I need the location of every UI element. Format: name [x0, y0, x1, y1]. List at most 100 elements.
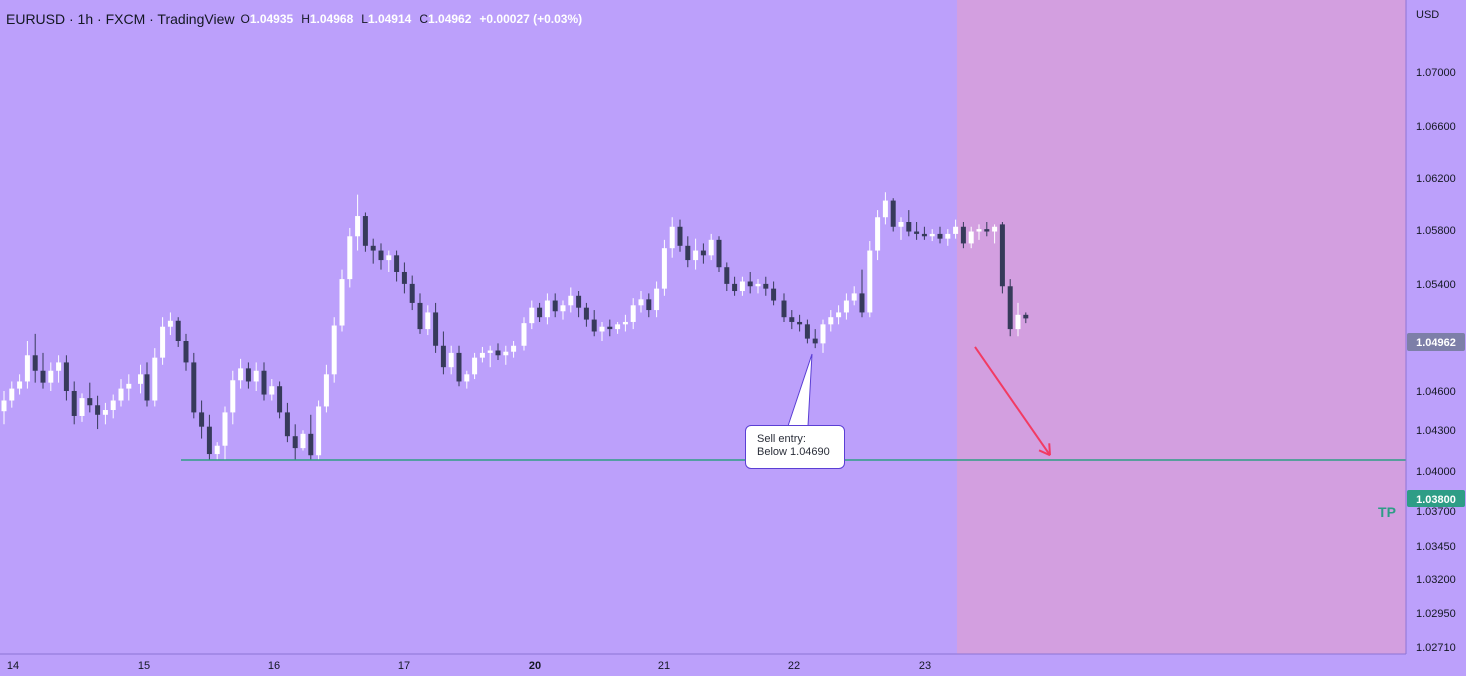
candle-body [347, 236, 353, 280]
candle-body [206, 426, 212, 455]
candle-body [789, 317, 795, 322]
candle-body [160, 326, 166, 358]
candle-body [755, 283, 761, 287]
candle-body [797, 321, 803, 325]
candle-body [828, 317, 834, 325]
candle-body [724, 267, 730, 284]
candle-body [732, 283, 738, 292]
candle-body [277, 386, 283, 413]
candle-body [914, 231, 920, 234]
low-label: L [361, 12, 368, 26]
sell-entry-callout[interactable]: Sell entry: Below 1.04690 [745, 425, 845, 469]
candle-body [638, 299, 644, 306]
candle-body [144, 374, 150, 401]
candle-body [503, 351, 509, 356]
candle-body [386, 255, 392, 261]
high-number: 1.04968 [309, 12, 354, 26]
candle-body [253, 370, 259, 382]
price-tick-label: 1.06600 [1416, 121, 1456, 133]
candle-body [167, 320, 173, 327]
low-value: L1.04914 [361, 12, 411, 26]
candle-body [269, 386, 275, 395]
time-tick-label: 16 [268, 660, 280, 672]
candle-body [836, 312, 842, 318]
candle-body [875, 217, 881, 251]
candle-body [339, 279, 345, 326]
candle-body [999, 224, 1005, 287]
candle-body [716, 239, 722, 268]
arrow-head [1048, 443, 1051, 456]
candle-body [976, 229, 982, 232]
arrow-shaft [974, 346, 1051, 456]
low-number: 1.04914 [367, 12, 412, 26]
candle-body [890, 200, 896, 227]
candle-body [71, 390, 77, 416]
forecast-zone [957, 0, 1406, 654]
current-price-marker: 1.04962 [1407, 333, 1465, 351]
candle-body [495, 350, 501, 356]
candle-body [479, 352, 485, 358]
candle-body [9, 388, 15, 401]
open-number: 1.04935 [249, 12, 294, 26]
price-tick-label: 1.04600 [1416, 386, 1456, 398]
candle-body [126, 383, 132, 389]
candle-body [820, 324, 826, 344]
candle-body [323, 374, 329, 407]
candle-body [40, 370, 46, 383]
candle-body [261, 370, 267, 395]
current-price-label: 1.04962 [1416, 337, 1456, 349]
ohlc-values: O1.04935 H1.04968 L1.04914 C1.04962 +0.0… [240, 12, 582, 26]
candle-body [812, 338, 818, 344]
candle-body [152, 357, 158, 401]
candle-body [355, 216, 361, 237]
price-tick-label: 1.04000 [1416, 466, 1456, 478]
candle-body [771, 288, 777, 301]
time-tick-label: 14 [7, 660, 19, 672]
candle-body [859, 293, 865, 313]
candle-body [654, 288, 660, 311]
candle-body [511, 345, 517, 352]
candle-body [456, 352, 462, 382]
candle-body [464, 374, 470, 382]
candle-body [552, 300, 558, 312]
candle-body [56, 362, 62, 371]
candle-body [945, 233, 951, 239]
price-tick-label: 1.07000 [1416, 67, 1456, 79]
candle-body [417, 302, 423, 330]
candle-body [747, 281, 753, 287]
time-tick-label: 21 [658, 660, 670, 672]
candle-body [882, 200, 888, 218]
candle-body [401, 271, 407, 284]
candle-body [230, 380, 236, 413]
candle-body [968, 231, 974, 244]
candle-body [448, 352, 454, 368]
candle-body [537, 307, 543, 318]
open-label: O [240, 12, 250, 26]
candle-body [118, 388, 124, 401]
candle-body [960, 226, 966, 244]
price-axis[interactable]: 1.07000 1.06600 1.06200 1.05800 1.05400 1.046… [1416, 67, 1456, 654]
time-tick-label: 15 [138, 660, 150, 672]
time-tick-label: 20 [529, 660, 541, 672]
candle-body [425, 312, 431, 330]
candle-body [804, 324, 810, 339]
price-tick-label: 1.03200 [1416, 574, 1456, 586]
time-tick-label: 23 [919, 660, 931, 672]
candle-body [362, 216, 368, 246]
candle-body [906, 222, 912, 232]
sell-entry-line1: Sell entry: [757, 433, 806, 445]
candle-body [370, 245, 376, 251]
candle-body [487, 350, 493, 353]
candle-body [1015, 314, 1021, 330]
candle-body [472, 357, 478, 375]
candle-body [394, 255, 400, 272]
candle-body [1, 400, 7, 412]
forecast-arrow[interactable] [974, 346, 1051, 457]
tp-price-label: 1.03800 [1416, 494, 1456, 506]
candle-body [331, 325, 337, 375]
candle-body [183, 341, 189, 363]
symbol-title[interactable]: EURUSD · 1h · FXCM · TradingView [6, 11, 235, 27]
time-axis[interactable]: 14 15 16 17 20 21 22 23 [7, 660, 931, 672]
candle-body [300, 433, 306, 449]
